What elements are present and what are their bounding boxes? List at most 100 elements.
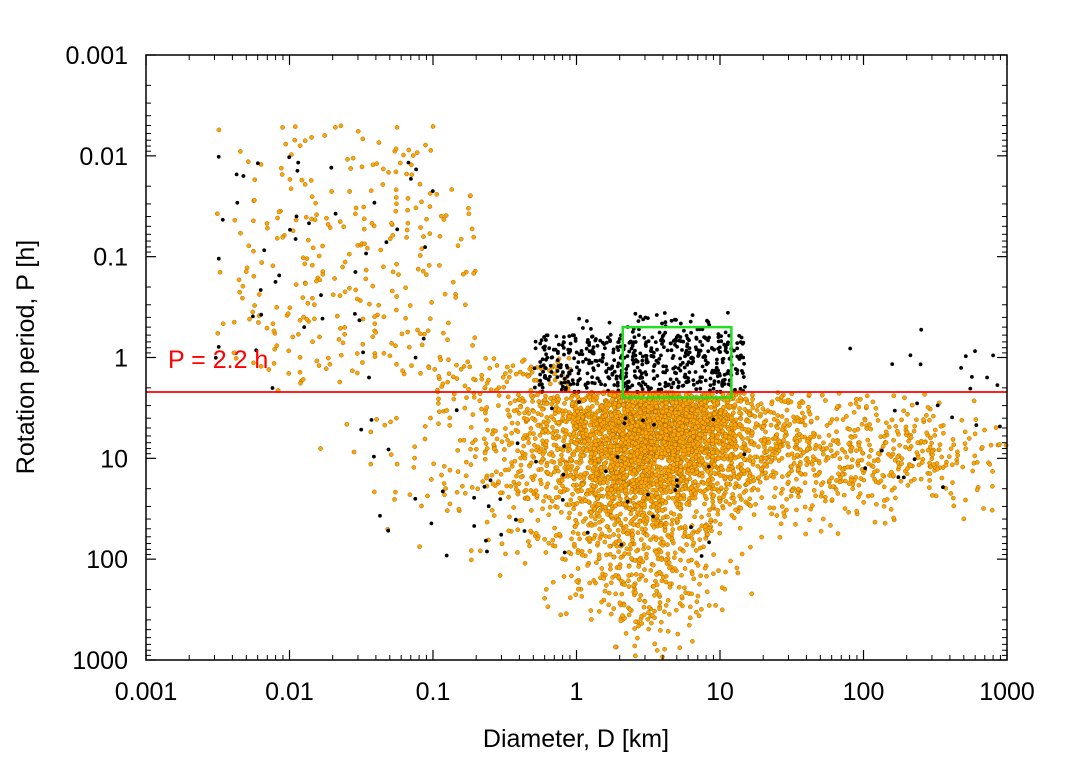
data-point xyxy=(678,468,683,473)
data-point xyxy=(604,437,609,442)
data-point xyxy=(561,574,567,579)
data-point xyxy=(654,490,659,496)
data-point xyxy=(731,495,736,501)
data-point xyxy=(772,494,777,500)
data-point xyxy=(787,421,793,427)
data-point xyxy=(553,436,559,441)
data-point xyxy=(854,508,860,514)
data-point xyxy=(884,420,889,426)
data-point xyxy=(938,423,944,429)
data-point xyxy=(663,423,668,428)
data-point xyxy=(757,479,763,485)
data-point xyxy=(932,433,938,438)
data-point xyxy=(659,466,664,471)
data-point xyxy=(588,460,594,466)
data-point xyxy=(280,125,285,130)
data-point xyxy=(436,374,442,379)
data-point xyxy=(334,313,340,319)
data-point xyxy=(798,471,803,476)
data-point xyxy=(735,570,741,576)
data-point xyxy=(660,409,666,415)
data-point xyxy=(503,371,508,376)
data-point xyxy=(505,407,511,413)
data-point xyxy=(664,404,669,410)
data-point xyxy=(591,536,597,541)
data-point xyxy=(662,646,667,652)
data-point xyxy=(559,452,564,458)
data-point xyxy=(579,488,584,494)
data-point xyxy=(711,470,717,476)
data-point xyxy=(683,400,689,406)
data-point xyxy=(876,451,881,456)
data-point xyxy=(563,428,569,434)
data-point xyxy=(721,456,727,462)
data-point xyxy=(617,479,623,485)
data-point xyxy=(659,353,663,358)
data-point xyxy=(387,236,393,242)
data-point xyxy=(735,368,740,373)
data-point xyxy=(608,392,613,397)
data-point xyxy=(473,437,478,443)
data-point xyxy=(840,471,845,477)
data-point xyxy=(638,593,644,598)
data-point xyxy=(470,412,476,417)
data-point xyxy=(231,350,237,356)
data-point xyxy=(382,422,388,428)
data-point xyxy=(749,591,755,597)
data-point xyxy=(562,340,566,345)
data-point xyxy=(630,532,636,538)
data-point xyxy=(363,267,369,273)
data-point xyxy=(738,416,744,422)
data-point xyxy=(517,396,522,402)
data-point xyxy=(919,460,925,465)
data-point xyxy=(666,560,672,566)
data-point xyxy=(559,387,564,392)
data-point xyxy=(564,386,568,390)
data-point xyxy=(636,577,642,582)
data-point xyxy=(274,343,280,348)
data-point xyxy=(654,478,659,484)
data-point xyxy=(529,448,535,454)
data-point xyxy=(716,380,721,384)
data-point xyxy=(498,471,504,477)
data-point xyxy=(614,446,620,452)
data-point xyxy=(705,469,711,474)
data-point xyxy=(709,346,714,350)
data-point xyxy=(507,400,513,406)
data-point xyxy=(247,316,252,322)
data-point xyxy=(893,423,899,429)
data-point xyxy=(686,413,692,419)
data-point xyxy=(739,445,745,451)
data-point xyxy=(258,363,264,369)
data-point xyxy=(631,522,636,527)
data-point xyxy=(716,418,721,424)
data-point xyxy=(857,491,863,496)
data-point xyxy=(682,530,688,535)
data-point xyxy=(775,425,780,431)
data-point xyxy=(707,412,713,418)
data-point xyxy=(535,518,541,523)
data-point xyxy=(763,410,768,415)
data-point xyxy=(445,379,450,385)
data-point xyxy=(518,474,524,480)
data-point xyxy=(599,403,605,409)
data-point xyxy=(502,447,507,452)
data-point xyxy=(735,398,741,404)
data-point xyxy=(393,187,399,193)
data-point xyxy=(310,245,316,251)
data-point xyxy=(634,548,639,554)
data-point xyxy=(572,356,576,361)
data-point xyxy=(380,166,386,172)
data-point xyxy=(663,490,669,495)
data-point xyxy=(623,482,628,488)
data-point xyxy=(643,430,649,436)
data-point xyxy=(272,346,278,352)
data-point xyxy=(627,505,632,511)
data-point xyxy=(368,461,374,467)
data-point xyxy=(585,405,591,411)
data-point xyxy=(617,501,622,507)
data-point xyxy=(535,422,541,428)
data-point xyxy=(700,364,705,369)
data-point xyxy=(764,449,770,454)
data-point xyxy=(687,476,693,481)
